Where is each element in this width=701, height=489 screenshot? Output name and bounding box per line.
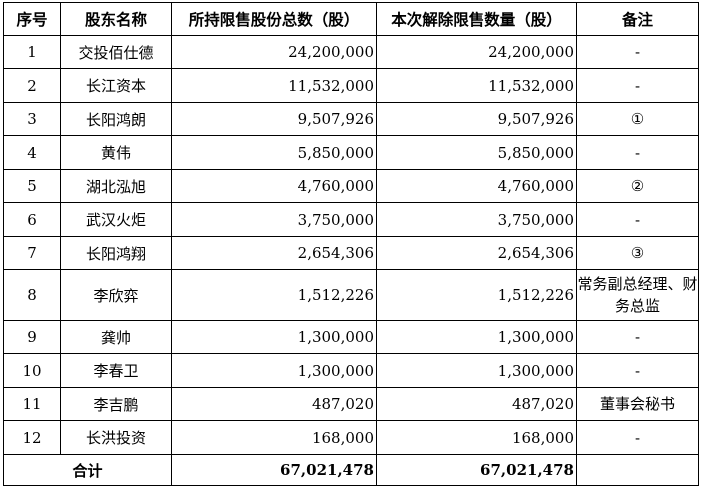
row-released-shares: 1,300,000 [376, 319, 577, 355]
row-total-shares: 168,000 [171, 420, 377, 455]
row-released-shares: 168,000 [376, 420, 577, 455]
total-label: 合计 [3, 454, 172, 486]
row-holder-name: 长阳鸿朗 [60, 101, 172, 137]
row-released-shares: 487,020 [376, 386, 577, 422]
row-released-shares: 9,507,926 [376, 101, 577, 137]
row-released-shares: 5,850,000 [376, 135, 577, 170]
table-row: 6 武汉火炬 3,750,000 3,750,000 - [3, 202, 699, 237]
row-remark: - [576, 135, 699, 170]
row-released-shares: 2,654,306 [376, 235, 577, 271]
row-holder-name: 交投佰仕德 [60, 34, 172, 70]
row-holder-name: 黄伟 [60, 135, 172, 170]
row-remark: - [576, 319, 699, 355]
row-released-shares: 1,300,000 [376, 353, 577, 388]
row-holder-name: 李春卫 [60, 353, 172, 388]
row-remark: - [576, 202, 699, 237]
row-remark: - [576, 68, 699, 103]
table-row: 12 长洪投资 168,000 168,000 - [3, 420, 699, 455]
row-remark: ③ [576, 235, 699, 271]
row-total-shares: 1,300,000 [171, 319, 377, 355]
restricted-shares-table: 序号 股东名称 所持限售股份总数（股） 本次解除限售数量（股） 备注 1 交投佰… [3, 2, 699, 486]
row-holder-name: 李吉鹏 [60, 386, 172, 422]
total-remark [576, 454, 699, 486]
row-total-shares: 487,020 [171, 386, 377, 422]
table-row: 10 李春卫 1,300,000 1,300,000 - [3, 353, 699, 388]
total-released-sum: 67,021,478 [376, 454, 577, 486]
row-seq: 7 [3, 235, 61, 271]
row-seq: 12 [3, 420, 61, 455]
row-total-shares: 11,532,000 [171, 68, 377, 103]
row-remark: - [576, 34, 699, 70]
row-total-shares: 1,512,226 [171, 269, 377, 321]
row-released-shares: 3,750,000 [376, 202, 577, 237]
header-released-amount: 本次解除限售数量（股） [376, 2, 577, 36]
table-row: 11 李吉鹏 487,020 487,020 董事会秘书 [3, 386, 699, 422]
table-row: 7 长阳鸿翔 2,654,306 2,654,306 ③ [3, 235, 699, 271]
table-row: 3 长阳鸿朗 9,507,926 9,507,926 ① [3, 101, 699, 137]
row-remark: - [576, 353, 699, 388]
row-remark: - [576, 420, 699, 455]
row-holder-name: 长洪投资 [60, 420, 172, 455]
table-row: 2 长江资本 11,532,000 11,532,000 - [3, 68, 699, 103]
row-seq: 9 [3, 319, 61, 355]
row-seq: 2 [3, 68, 61, 103]
row-seq: 5 [3, 168, 61, 204]
row-total-shares: 1,300,000 [171, 353, 377, 388]
row-total-shares: 24,200,000 [171, 34, 377, 70]
row-released-shares: 1,512,226 [376, 269, 577, 321]
total-row: 合计 67,021,478 67,021,478 [3, 454, 699, 486]
row-remark: ② [576, 168, 699, 204]
table-row: 9 龚帅 1,300,000 1,300,000 - [3, 319, 699, 355]
header-total-restricted: 所持限售股份总数（股） [171, 2, 377, 36]
table-row: 4 黄伟 5,850,000 5,850,000 - [3, 135, 699, 170]
table-row: 8 李欣弈 1,512,226 1,512,226 常务副总经理、财务总监 [3, 269, 699, 321]
row-released-shares: 24,200,000 [376, 34, 577, 70]
row-released-shares: 4,760,000 [376, 168, 577, 204]
row-seq: 6 [3, 202, 61, 237]
row-remark: 董事会秘书 [576, 386, 699, 422]
row-seq: 4 [3, 135, 61, 170]
row-seq: 11 [3, 386, 61, 422]
row-remark: ① [576, 101, 699, 137]
header-remarks: 备注 [576, 2, 699, 36]
row-holder-name: 龚帅 [60, 319, 172, 355]
header-row: 序号 股东名称 所持限售股份总数（股） 本次解除限售数量（股） 备注 [3, 2, 699, 36]
row-remark: 常务副总经理、财务总监 [576, 269, 699, 321]
row-holder-name: 长江资本 [60, 68, 172, 103]
row-released-shares: 11,532,000 [376, 68, 577, 103]
row-total-shares: 4,760,000 [171, 168, 377, 204]
row-total-shares: 5,850,000 [171, 135, 377, 170]
row-seq: 1 [3, 34, 61, 70]
row-holder-name: 湖北泓旭 [60, 168, 172, 204]
row-seq: 10 [3, 353, 61, 388]
row-seq: 8 [3, 269, 61, 321]
total-restricted-sum: 67,021,478 [171, 454, 377, 486]
table-row: 5 湖北泓旭 4,760,000 4,760,000 ② [3, 168, 699, 204]
row-total-shares: 9,507,926 [171, 101, 377, 137]
row-total-shares: 3,750,000 [171, 202, 377, 237]
table-row: 1 交投佰仕德 24,200,000 24,200,000 - [3, 34, 699, 70]
row-total-shares: 2,654,306 [171, 235, 377, 271]
header-seq: 序号 [3, 2, 61, 36]
header-holder-name: 股东名称 [60, 2, 172, 36]
row-holder-name: 李欣弈 [60, 269, 172, 321]
row-seq: 3 [3, 101, 61, 137]
row-holder-name: 长阳鸿翔 [60, 235, 172, 271]
row-holder-name: 武汉火炬 [60, 202, 172, 237]
